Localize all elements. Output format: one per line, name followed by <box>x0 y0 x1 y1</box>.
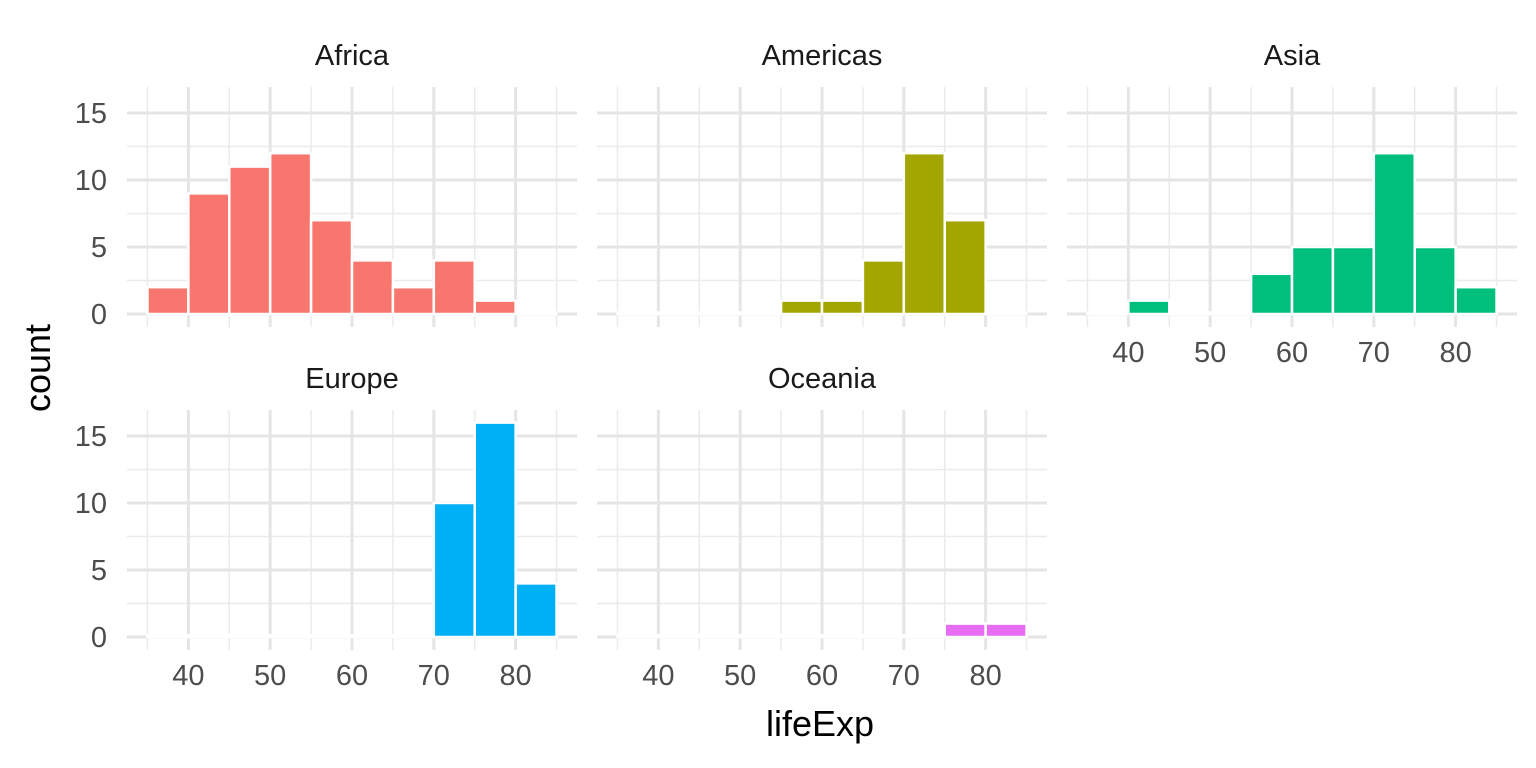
histogram-bar <box>1413 245 1457 316</box>
histogram-bar <box>943 218 987 316</box>
facet-asia: Asia 40 50 60 70 80 <box>1067 40 1517 369</box>
histogram-bar <box>698 311 742 316</box>
histogram-bar <box>820 299 865 316</box>
facet-strip-label: Africa <box>315 40 390 72</box>
histogram-bar <box>861 259 906 316</box>
histogram-bar <box>432 259 476 316</box>
x-tick-label: 70 <box>888 660 920 692</box>
facet-strip-label: Americas <box>762 40 883 72</box>
histogram-bar <box>228 165 272 316</box>
facet-europe: Europe 0 5 10 15 40 50 60 70 80 <box>75 363 577 692</box>
histogram-bar <box>473 299 517 316</box>
facet-strip-label: Europe <box>305 363 399 395</box>
x-tick-label: 40 <box>1112 337 1144 369</box>
histogram-bar <box>1249 272 1294 316</box>
histogram-bar <box>309 218 354 316</box>
histogram-bar <box>350 634 395 639</box>
y-tick-label: 15 <box>75 98 107 130</box>
histogram-bar <box>698 634 742 639</box>
x-tick-label: 40 <box>172 660 204 692</box>
y-tick-label: 15 <box>75 421 107 453</box>
facet-strip-label: Asia <box>1264 40 1321 72</box>
histogram-bar <box>514 582 558 639</box>
histogram-bar <box>738 311 783 316</box>
histogram-bar <box>1086 311 1130 316</box>
y-tick-label: 5 <box>91 232 107 264</box>
histogram-bar <box>984 622 1028 639</box>
x-tick-label: 60 <box>806 660 838 692</box>
y-tick-label: 10 <box>75 165 107 197</box>
histogram-bar <box>1208 311 1253 316</box>
histogram-bar <box>432 501 476 639</box>
histogram-bar <box>657 634 701 639</box>
histogram-bar <box>1331 245 1376 316</box>
histogram-bar <box>187 192 231 316</box>
y-tick-label: 10 <box>75 488 107 520</box>
x-tick-label: 50 <box>1194 337 1226 369</box>
x-tick-label: 80 <box>1440 337 1472 369</box>
histogram-bar <box>1290 245 1335 316</box>
histogram-bar <box>146 285 190 316</box>
y-tick-label: 5 <box>91 555 107 587</box>
facet-africa: Africa 0 5 10 15 <box>75 40 577 331</box>
histogram-bar <box>861 634 906 639</box>
histogram-bar <box>228 634 272 639</box>
histogram-bar <box>779 634 824 639</box>
histogram-bar <box>616 634 660 639</box>
histogram-bar <box>1372 151 1416 316</box>
y-tick-label: 0 <box>91 622 107 654</box>
histogram-bar <box>309 634 354 639</box>
histogram-bar <box>268 151 313 316</box>
histogram-bar <box>779 299 824 316</box>
histogram-bar <box>473 421 517 639</box>
histogram-bar <box>391 285 436 316</box>
x-tick-label: 80 <box>500 660 532 692</box>
histogram-bar <box>1454 285 1498 316</box>
x-tick-label: 70 <box>1358 337 1390 369</box>
facet-oceania: Oceania 40 50 60 70 80 <box>597 363 1047 692</box>
histogram-bar <box>943 622 987 639</box>
y-tick-label: 0 <box>91 299 107 331</box>
histogram-bar <box>350 259 395 316</box>
histogram-bar <box>902 151 946 316</box>
histogram-bar <box>1168 311 1212 316</box>
histogram-bar <box>820 634 865 639</box>
histogram-bar <box>146 634 190 639</box>
histogram-bar <box>616 311 660 316</box>
x-tick-label: 70 <box>418 660 450 692</box>
x-tick-label: 40 <box>642 660 674 692</box>
histogram-bar <box>738 634 783 639</box>
histogram-bar <box>902 634 946 639</box>
histogram-bar <box>1127 299 1171 316</box>
histogram-bar <box>657 311 701 316</box>
facet-strip-label: Oceania <box>768 363 877 395</box>
y-axis-title: count <box>17 324 58 412</box>
x-tick-label: 50 <box>724 660 756 692</box>
facet-americas: Americas <box>597 40 1047 327</box>
x-tick-label: 50 <box>254 660 286 692</box>
histogram-bar <box>268 634 313 639</box>
histogram-bar <box>391 634 436 639</box>
x-axis-title: lifeExp <box>766 703 874 744</box>
histogram-bar <box>514 311 558 316</box>
histogram-bar <box>984 311 1028 316</box>
x-tick-label: 80 <box>970 660 1002 692</box>
x-tick-label: 60 <box>336 660 368 692</box>
histogram-bar <box>187 634 231 639</box>
x-tick-label: 60 <box>1276 337 1308 369</box>
